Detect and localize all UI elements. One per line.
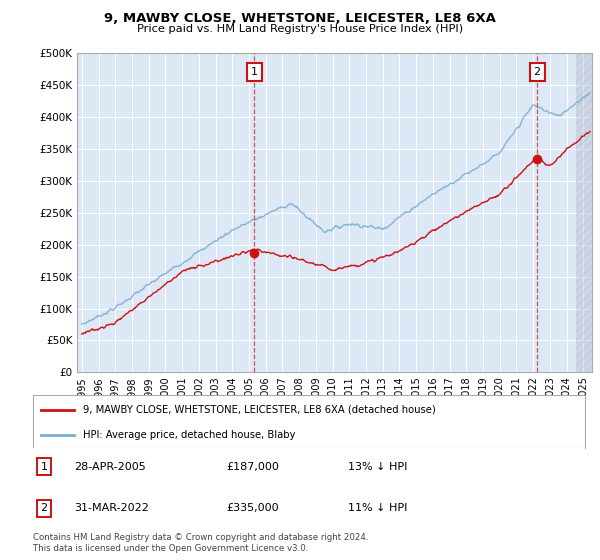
Text: 2: 2 (533, 67, 541, 77)
Text: HPI: Average price, detached house, Blaby: HPI: Average price, detached house, Blab… (83, 430, 295, 440)
Text: 31-MAR-2022: 31-MAR-2022 (74, 503, 149, 513)
Text: 2: 2 (40, 503, 47, 513)
Text: £335,000: £335,000 (226, 503, 279, 513)
Bar (576, 53, 600, 372)
Text: Contains HM Land Registry data © Crown copyright and database right 2024.
This d: Contains HM Land Registry data © Crown c… (33, 533, 368, 553)
Text: 13% ↓ HPI: 13% ↓ HPI (347, 461, 407, 472)
Text: 28-APR-2005: 28-APR-2005 (74, 461, 146, 472)
Text: 1: 1 (251, 67, 258, 77)
Text: 9, MAWBY CLOSE, WHETSTONE, LEICESTER, LE8 6XA (detached house): 9, MAWBY CLOSE, WHETSTONE, LEICESTER, LE… (83, 405, 436, 415)
Text: Price paid vs. HM Land Registry's House Price Index (HPI): Price paid vs. HM Land Registry's House … (137, 24, 463, 34)
Text: 1: 1 (41, 461, 47, 472)
Text: 11% ↓ HPI: 11% ↓ HPI (347, 503, 407, 513)
Text: £187,000: £187,000 (226, 461, 279, 472)
Text: 9, MAWBY CLOSE, WHETSTONE, LEICESTER, LE8 6XA: 9, MAWBY CLOSE, WHETSTONE, LEICESTER, LE… (104, 12, 496, 25)
